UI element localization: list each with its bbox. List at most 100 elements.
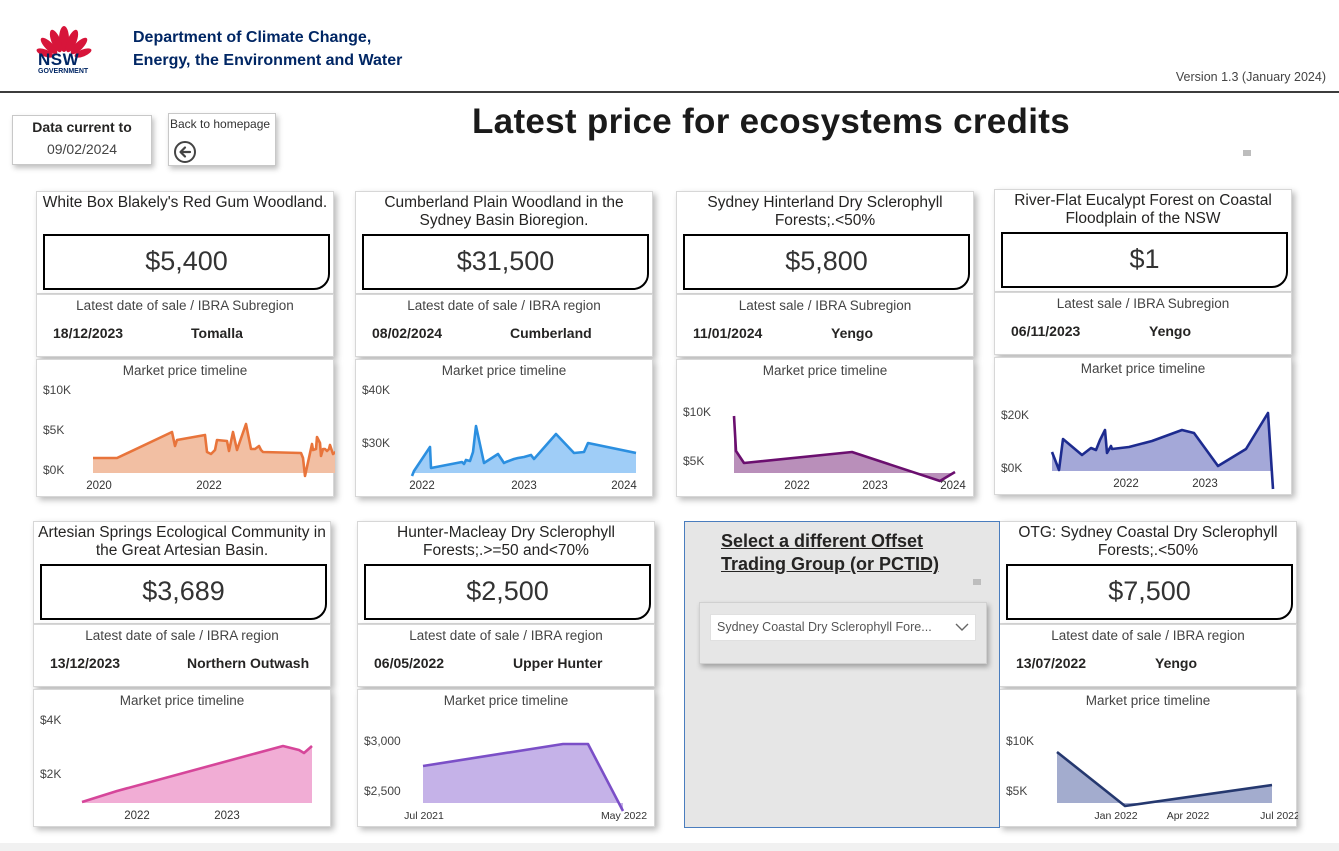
market-price-timeline-chart: $20K $0K 2022 2023 — [1001, 408, 1275, 490]
card-timeline-panel: Market price timeline $4K $2K 2022 2023 — [33, 689, 331, 827]
timeline-line — [81, 744, 313, 804]
y-tick-label: $0K — [1001, 461, 1022, 475]
credit-card: OTG: Sydney Coastal Dry Sclerophyll Fore… — [999, 521, 1298, 831]
market-price-timeline-chart: $40K $30K 2022 2023 2024 — [362, 383, 637, 492]
y-tick-label: $5K — [683, 454, 704, 468]
card-timeline-panel: Market price timeline $10K $5K 2022 2023 2024 — [676, 359, 974, 497]
y-tick-label: $20K — [1001, 408, 1029, 422]
sale-date: 08/02/2024 — [372, 325, 443, 341]
department-name: Department of Climate Change, Energy, th… — [133, 26, 402, 72]
timeline-area — [412, 426, 636, 476]
sale-date: 18/12/2023 — [53, 325, 124, 341]
visual-placeholder-marker — [1243, 150, 1251, 156]
price-value: $5,800 — [683, 234, 970, 290]
card-sale-panel: Latest date of sale / IBRA region 13/07/… — [999, 624, 1297, 687]
card-price-panel: Sydney Hinterland Dry Sclerophyll Forest… — [676, 191, 974, 294]
credit-card: Hunter-Macleay Dry Sclerophyll Forests;.… — [357, 521, 655, 831]
timeline-line — [410, 424, 637, 477]
market-price-timeline-chart: $4K $2K 2022 2023 — [40, 713, 313, 822]
ecosystem-name: Artesian Springs Ecological Community in… — [38, 524, 326, 559]
card-sale-panel: Latest sale / IBRA Subregion 06/11/2023 … — [994, 292, 1292, 355]
ibra-region: Yengo — [1155, 655, 1198, 671]
ibra-region: Cumberland — [510, 325, 592, 341]
y-tick-label: $2,500 — [364, 784, 401, 798]
ecosystem-name: River-Flat Eucalypt Forest on Coastal Fl… — [1014, 192, 1272, 227]
timeline-title: Market price timeline — [762, 363, 888, 378]
sale-date: 13/12/2023 — [50, 655, 121, 671]
sale-date: 06/05/2022 — [374, 655, 445, 671]
price-value: $7,500 — [1006, 564, 1293, 620]
sale-label: Latest date of sale / IBRA Subregion — [76, 298, 294, 313]
card-price-panel: Cumberland Plain Woodland in the Sydney … — [355, 191, 653, 294]
ibra-region: Upper Hunter — [513, 655, 603, 671]
x-tick-label: Jan 2022 — [1094, 810, 1137, 822]
chevron-down-icon — [955, 623, 969, 631]
card-timeline-panel: Market price timeline $10K $5K $0K 2020 2022 — [36, 359, 335, 497]
back-to-homepage-button[interactable]: Back to homepage — [168, 113, 276, 166]
timeline-area — [734, 416, 955, 481]
card-timeline-panel: Market price timeline $20K $0K 2022 2023 — [994, 357, 1292, 495]
price-value: $3,689 — [40, 564, 327, 620]
timeline-line — [93, 422, 335, 478]
y-tick-label: $2K — [40, 767, 61, 781]
card-sale-panel: Latest sale / IBRA Subregion 11/01/2024 … — [676, 294, 974, 357]
card-price-panel: Artesian Springs Ecological Community in… — [33, 521, 331, 624]
x-tick-label: Apr 2022 — [1167, 810, 1210, 822]
timeline-line — [1050, 411, 1275, 490]
offset-group-selector-panel: Select a different Offset Trading Group … — [684, 521, 1000, 828]
price-value: $2,500 — [364, 564, 651, 620]
y-tick-label: $5K — [43, 423, 64, 437]
x-tick-label: 2023 — [1192, 478, 1218, 490]
y-tick-label: $4K — [40, 713, 61, 727]
market-price-timeline-chart: $10K $5K 2022 2023 2024 — [683, 405, 966, 492]
credit-card: Sydney Hinterland Dry Sclerophyll Forest… — [676, 191, 974, 501]
y-tick-label: $40K — [362, 383, 390, 397]
y-tick-label: $3,000 — [364, 734, 401, 748]
sale-label: Latest sale / IBRA Subregion — [738, 298, 912, 313]
selector-title-line-1: Select a different Offset — [721, 531, 924, 551]
card-timeline-panel: Market price timeline $10K $5K Jan 2022 Apr … — [999, 689, 1298, 827]
x-tick-label: 2022 — [409, 480, 435, 492]
timeline-area — [93, 424, 335, 476]
timeline-title: Market price timeline — [441, 363, 567, 378]
timeline-title: Market price timeline — [1085, 693, 1211, 708]
card-sale-panel: Latest date of sale / IBRA region 08/02/… — [355, 294, 653, 357]
ecosystem-name: White Box Blakely's Red Gum Woodland. — [42, 194, 328, 211]
nsw-logo-text: NSW — [38, 50, 80, 69]
arrow-left-circle-icon — [174, 141, 196, 163]
page-header: NSW GOVERNMENT Department of Climate Cha… — [0, 0, 1339, 93]
timeline-title: Market price timeline — [1080, 361, 1206, 376]
x-tick-label: 2020 — [86, 480, 112, 492]
timeline-line — [422, 742, 625, 812]
nsw-waratah-logo-icon — [36, 26, 92, 58]
x-tick-label: 2022 — [196, 480, 222, 492]
card-sale-panel: Latest date of sale / IBRA region 13/12/… — [33, 624, 331, 687]
credit-card: White Box Blakely's Red Gum Woodland. $5… — [36, 191, 335, 501]
card-price-panel: Hunter-Macleay Dry Sclerophyll Forests;.… — [357, 521, 655, 624]
timeline-area — [1052, 413, 1273, 489]
sale-label: Latest date of sale / IBRA region — [407, 298, 601, 313]
dropdown-selected-value: Sydney Coastal Dry Sclerophyll Fore... — [717, 620, 932, 634]
credit-card: Artesian Springs Ecological Community in… — [33, 521, 331, 831]
card-price-panel: OTG: Sydney Coastal Dry Sclerophyll Fore… — [999, 521, 1297, 624]
card-price-panel: River-Flat Eucalypt Forest on Coastal Fl… — [994, 189, 1292, 292]
data-current-label: Data current to — [32, 119, 132, 135]
sale-date: 06/11/2023 — [1011, 323, 1081, 339]
sale-label: Latest date of sale / IBRA region — [409, 628, 603, 643]
y-tick-label: $0K — [43, 463, 64, 477]
card-timeline-panel: Market price timeline $3,000 $2,500 Jul 202… — [357, 689, 655, 827]
x-tick-label: 2023 — [511, 480, 537, 492]
timeline-title: Market price timeline — [443, 693, 569, 708]
ibra-region: Yengo — [1149, 323, 1192, 339]
offset-group-slicer: Sydney Coastal Dry Sclerophyll Fore... — [699, 602, 987, 664]
market-price-timeline-chart: $10K $5K Jan 2022 Apr 2022 Jul 2022 — [1006, 734, 1298, 822]
page-footer-strip — [0, 843, 1339, 851]
offset-group-dropdown[interactable]: Sydney Coastal Dry Sclerophyll Fore... — [710, 614, 976, 641]
card-sale-panel: Latest date of sale / IBRA Subregion 18/… — [36, 294, 334, 357]
selector-title: Select a different Offset Trading Group … — [721, 530, 939, 576]
back-button-label: Back to homepage — [170, 117, 271, 131]
y-tick-label: $10K — [683, 405, 711, 419]
timeline-title: Market price timeline — [122, 363, 248, 378]
timeline-area — [82, 746, 312, 803]
